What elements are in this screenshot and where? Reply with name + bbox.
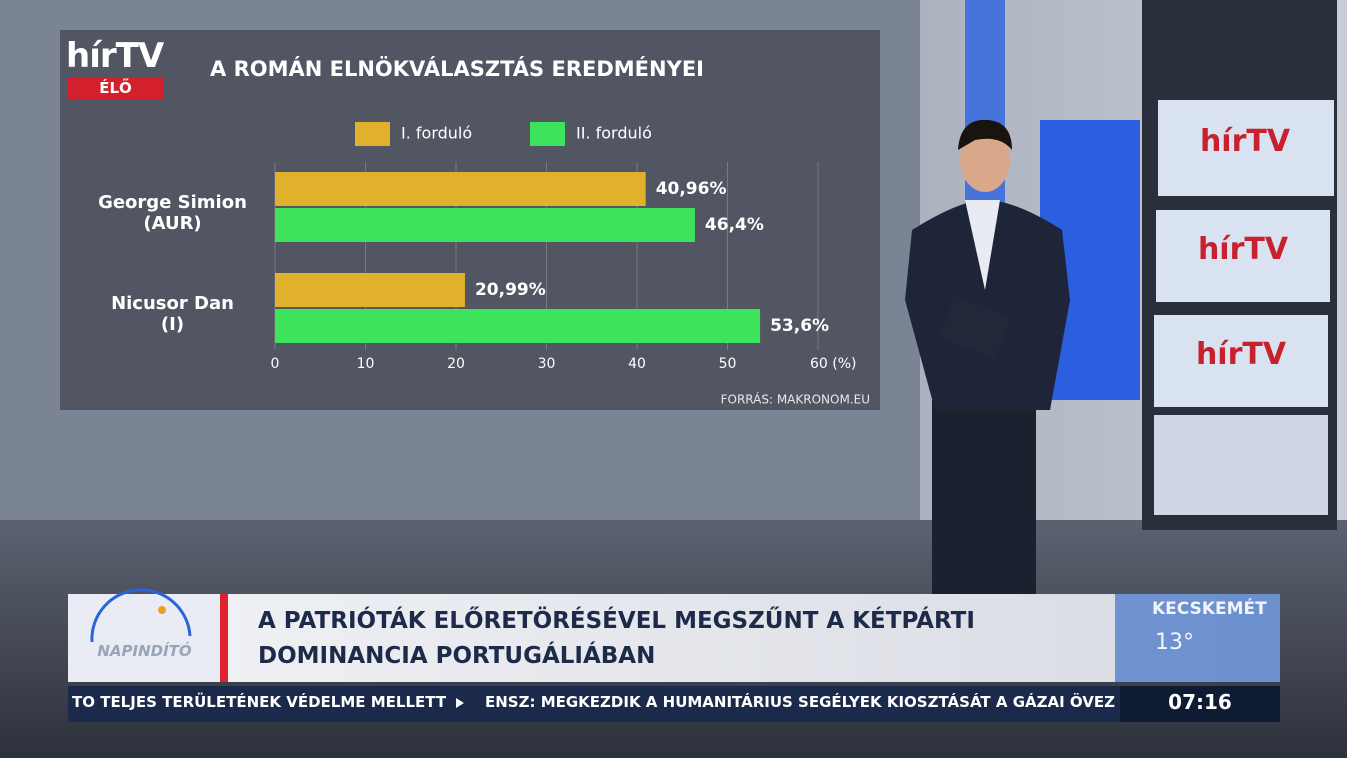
live-badge bbox=[67, 78, 164, 100]
show-logo-sun bbox=[158, 606, 166, 614]
weather-temperature: 13° bbox=[1155, 630, 1194, 655]
x-tick-label: 20 bbox=[447, 356, 465, 372]
screen-logo: hírTV bbox=[1199, 124, 1291, 159]
show-logo-arc bbox=[90, 588, 192, 643]
legend-swatch bbox=[530, 122, 565, 146]
screen-logo: hírTV bbox=[1195, 337, 1287, 372]
screen bbox=[1154, 315, 1328, 407]
x-tick-label: 0 bbox=[271, 356, 280, 372]
clock-bg bbox=[1120, 686, 1280, 722]
category-label: George Simion (AUR) bbox=[98, 192, 247, 234]
x-tick-label: 40 bbox=[628, 356, 646, 372]
show-name: NAPINDÍTÓ bbox=[97, 642, 192, 660]
value-label: 46,4% bbox=[705, 215, 764, 235]
x-tick-label: 50 bbox=[719, 356, 737, 372]
ticker-item: TO TELJES TERÜLETÉNEK VÉDELME MELLETT bbox=[72, 693, 447, 711]
weather-city: KECSKEMÉT bbox=[1152, 599, 1267, 619]
clock: 07:16 bbox=[1168, 690, 1232, 714]
presenter bbox=[905, 119, 1070, 595]
ticker-separator bbox=[456, 698, 464, 708]
category-label: Nicusor Dan (I) bbox=[111, 293, 234, 335]
screen bbox=[1156, 210, 1330, 302]
value-label: 53,6% bbox=[770, 316, 829, 336]
ticker-item: ENSZ: MEGKEZDIK A HUMANITÁRIUS SEGÉLYEK … bbox=[485, 693, 1115, 711]
ticker-bar bbox=[68, 686, 1280, 722]
lower-third bbox=[68, 594, 1280, 682]
headline-line: DOMINANCIA PORTUGÁLIÁBAN bbox=[258, 643, 656, 669]
bar bbox=[275, 273, 465, 307]
legend-label: II. forduló bbox=[576, 124, 652, 143]
accent-strip bbox=[220, 594, 228, 682]
x-tick-label: 30 bbox=[538, 356, 556, 372]
chart-source: FORRÁS: MAKRONOM.EU bbox=[721, 392, 870, 407]
channel-logo: hírTV bbox=[66, 36, 164, 76]
value-label: 40,96% bbox=[656, 179, 727, 199]
screen-logo: hírTV bbox=[1197, 232, 1289, 267]
headline-line: A PATRIÓTÁK ELŐRETÖRÉSÉVEL MEGSZŰNT A KÉ… bbox=[258, 608, 975, 634]
bar bbox=[275, 208, 695, 242]
screen bbox=[1158, 100, 1334, 196]
live-label: ÉLŐ bbox=[99, 79, 132, 97]
legend-swatch bbox=[355, 122, 390, 146]
screen bbox=[1154, 415, 1328, 515]
chart-title: A ROMÁN ELNÖKVÁLASZTÁS EREDMÉNYEI bbox=[210, 56, 704, 81]
bar bbox=[275, 309, 761, 343]
weather-panel bbox=[1115, 594, 1280, 682]
x-tick-label: 60 (%) bbox=[810, 356, 857, 372]
x-tick-label: 10 bbox=[357, 356, 375, 372]
legend-label: I. forduló bbox=[401, 124, 472, 143]
value-label: 20,99% bbox=[475, 280, 546, 300]
bar bbox=[275, 172, 646, 206]
